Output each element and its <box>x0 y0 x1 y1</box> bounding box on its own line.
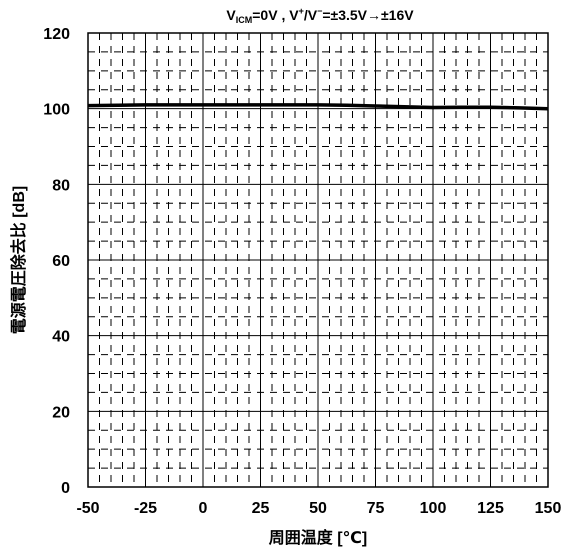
y-tick-label: 0 <box>61 480 70 497</box>
title-icm-subscript: ICM <box>236 15 253 25</box>
plot-frame <box>87 32 549 488</box>
y-tick-label: 100 <box>43 102 70 119</box>
x-tick-labels: -50 -25 0 25 50 75 100 125 150 <box>76 500 561 517</box>
x-tick-label: 75 <box>367 500 385 517</box>
x-tick-label: 150 <box>535 500 562 517</box>
title-mid: =0V , V <box>252 7 299 23</box>
y-tick-label: 40 <box>52 329 70 346</box>
psrr-series-line <box>87 103 549 111</box>
y-tick-label: 80 <box>52 177 70 194</box>
y-tick-label: 20 <box>52 404 70 421</box>
x-tick-label: -25 <box>134 500 157 517</box>
x-tick-label: 50 <box>309 500 327 517</box>
title-minus-superscript: − <box>317 6 322 16</box>
title-v: V <box>226 7 236 23</box>
x-tick-label: 0 <box>199 500 208 517</box>
y-tick-label: 60 <box>52 253 70 270</box>
x-tick-label: 100 <box>420 500 447 517</box>
x-tick-label: 125 <box>477 500 504 517</box>
x-tick-label: 25 <box>252 500 270 517</box>
series-layer <box>87 103 549 111</box>
title-tail: =±3.5V→±16V <box>322 7 414 23</box>
y-tick-label: 120 <box>43 26 70 43</box>
title-slash: /V <box>304 7 318 23</box>
y-axis-label: 電源電圧除去比 [dB] <box>9 186 28 334</box>
y-tick-labels: 0 20 40 60 80 100 120 <box>43 26 70 497</box>
chart-title: VICM=0V , V+/V−=±3.5V→±16V <box>226 6 414 25</box>
title-plus-superscript: + <box>299 6 304 16</box>
x-tick-label: -50 <box>76 500 99 517</box>
x-axis-label: 周囲温度 [℃] <box>269 528 367 547</box>
